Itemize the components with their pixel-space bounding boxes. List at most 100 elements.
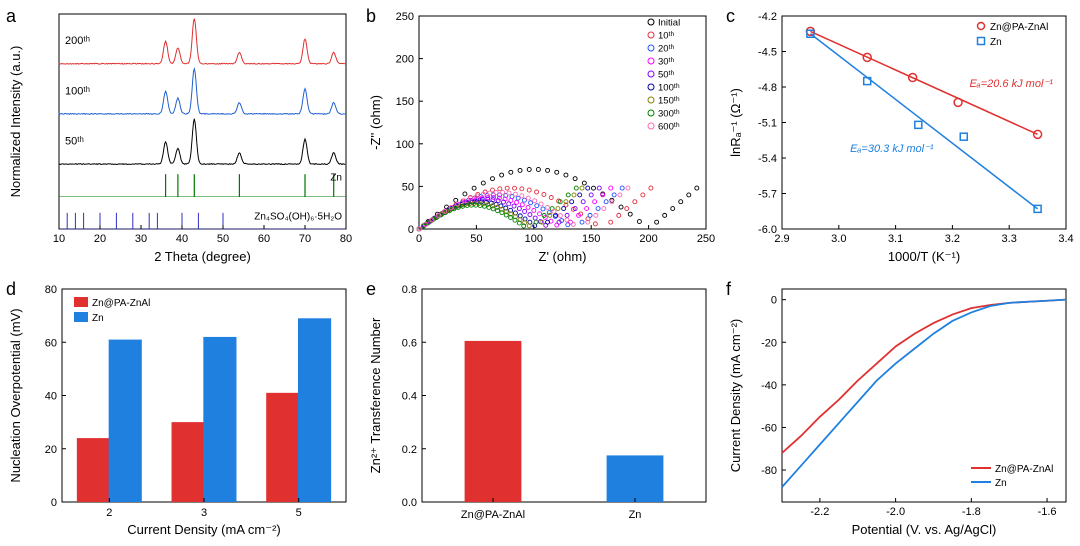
arrhenius-chart: 2.93.03.13.23.33.4-6.0-5.7-5.4-5.1-4.8-4… [724, 4, 1076, 269]
svg-text:30ᵗʰ: 30ᵗʰ [658, 57, 675, 68]
svg-text:250: 250 [697, 233, 715, 245]
svg-text:Zn@PA-ZnAl: Zn@PA-ZnAl [990, 22, 1048, 33]
svg-text:Current Density (mA cm⁻²): Current Density (mA cm⁻²) [127, 522, 281, 537]
svg-text:3.3: 3.3 [1002, 233, 1017, 245]
svg-text:2 Theta (degree): 2 Theta (degree) [154, 249, 251, 264]
bar [298, 318, 331, 502]
svg-text:Zn: Zn [629, 509, 642, 521]
svg-text:300ᵗʰ: 300ᵗʰ [658, 109, 680, 120]
svg-text:2: 2 [106, 507, 112, 519]
svg-text:Zn@PA-ZnAl: Zn@PA-ZnAl [461, 509, 525, 521]
svg-text:150ᵗʰ: 150ᵗʰ [658, 96, 680, 107]
svg-text:-Z'' (ohm): -Z'' (ohm) [368, 95, 383, 150]
bar [172, 422, 205, 502]
panel-label-c: c [726, 6, 735, 27]
svg-text:0.8: 0.8 [402, 284, 417, 296]
overpotential-bar-chart: 020406080235Zn@PA-ZnAlZnCurrent Density … [4, 277, 356, 542]
nyquist-chart: 050100150200250050100150200250Initial10ᵗ… [364, 4, 716, 269]
svg-text:-4.2: -4.2 [758, 11, 777, 23]
svg-text:0.6: 0.6 [402, 337, 417, 349]
svg-text:100ᵗʰ: 100ᵗʰ [658, 83, 680, 94]
svg-text:60: 60 [45, 337, 57, 349]
svg-text:3.4: 3.4 [1058, 233, 1073, 245]
lsv-chart: -2.2-2.0-1.8-1.60-20-40-60-80Zn@PA-ZnAlZ… [724, 277, 1076, 542]
xrd-trace-label: 50ᵗʰ [65, 135, 84, 147]
svg-text:0: 0 [416, 233, 422, 245]
svg-text:-4.8: -4.8 [758, 82, 777, 94]
svg-text:150: 150 [396, 96, 414, 108]
svg-text:-80: -80 [761, 465, 777, 477]
svg-text:0.0: 0.0 [402, 497, 417, 509]
svg-text:Eₐ=20.6 kJ mol⁻¹: Eₐ=20.6 kJ mol⁻¹ [969, 78, 1053, 90]
svg-text:Current Density (mA cm⁻²): Current Density (mA cm⁻²) [728, 319, 743, 473]
svg-text:200: 200 [396, 54, 414, 66]
svg-text:40: 40 [176, 233, 188, 245]
svg-text:-20: -20 [761, 337, 777, 349]
svg-text:Initial: Initial [658, 18, 680, 29]
svg-text:Zn: Zn [92, 313, 104, 324]
svg-text:-5.1: -5.1 [758, 118, 777, 130]
svg-text:0: 0 [771, 295, 777, 307]
bar [77, 438, 110, 502]
svg-text:10: 10 [53, 233, 65, 245]
svg-text:-2.0: -2.0 [886, 506, 905, 518]
svg-text:80: 80 [45, 284, 57, 296]
svg-text:150: 150 [582, 233, 600, 245]
panel-b: b050100150200250050100150200250Initial10… [364, 4, 716, 269]
svg-text:5: 5 [296, 507, 302, 519]
xrd-chart: 200ᵗʰ100ᵗʰ50ᵗʰZnZn₄SO₄(OH)₆·5H₂O10203040… [4, 4, 356, 269]
svg-text:0.2: 0.2 [402, 444, 417, 456]
svg-text:1000/T (K⁻¹): 1000/T (K⁻¹) [888, 249, 960, 264]
panel-label-f: f [726, 279, 731, 300]
panel-a: a200ᵗʰ100ᵗʰ50ᵗʰZnZn₄SO₄(OH)₆·5H₂O1020304… [4, 4, 356, 269]
svg-text:Zn: Zn [995, 478, 1007, 489]
transference-bar-chart: 0.00.20.40.60.8Zn@PA-ZnAlZnZn²⁺ Transfer… [364, 277, 716, 542]
svg-text:50: 50 [402, 181, 414, 193]
svg-text:250: 250 [396, 11, 414, 23]
xrd-trace-label: 200ᵗʰ [65, 35, 90, 47]
svg-text:Normalized Intensity (a.u.): Normalized Intensity (a.u.) [8, 46, 23, 198]
svg-text:Zn₄SO₄(OH)₆·5H₂O: Zn₄SO₄(OH)₆·5H₂O [254, 211, 342, 222]
svg-text:50ᵗʰ: 50ᵗʰ [658, 70, 675, 81]
svg-text:20ᵗʰ: 20ᵗʰ [658, 44, 675, 55]
bar [266, 393, 299, 502]
svg-text:50: 50 [470, 233, 482, 245]
panel-c: c2.93.03.13.23.33.4-6.0-5.7-5.4-5.1-4.8-… [724, 4, 1076, 269]
panel-label-d: d [6, 279, 16, 300]
svg-text:20: 20 [45, 444, 57, 456]
svg-text:-60: -60 [761, 422, 777, 434]
bar [109, 340, 142, 502]
svg-text:Zn: Zn [990, 37, 1002, 48]
panel-label-a: a [6, 6, 16, 27]
lsv-curve [782, 300, 1066, 453]
bar [465, 341, 522, 502]
svg-text:Potential (V. vs. Ag/AgCl): Potential (V. vs. Ag/AgCl) [852, 522, 997, 537]
panel-f: f-2.2-2.0-1.8-1.60-20-40-60-80Zn@PA-ZnAl… [724, 277, 1076, 542]
svg-text:Zn@PA-ZnAl: Zn@PA-ZnAl [92, 298, 150, 309]
svg-text:-6.0: -6.0 [758, 224, 777, 236]
svg-text:40: 40 [45, 391, 57, 403]
panel-e: e0.00.20.40.60.8Zn@PA-ZnAlZnZn²⁺ Transfe… [364, 277, 716, 542]
svg-text:Eₐ=30.3 kJ mol⁻¹: Eₐ=30.3 kJ mol⁻¹ [850, 143, 934, 155]
svg-text:3.0: 3.0 [831, 233, 846, 245]
panel-d: d020406080235Zn@PA-ZnAlZnCurrent Density… [4, 277, 356, 542]
xrd-trace-label: 100ᵗʰ [65, 85, 90, 97]
svg-text:Z' (ohm): Z' (ohm) [539, 249, 587, 264]
svg-text:80: 80 [340, 233, 352, 245]
svg-text:30: 30 [135, 233, 147, 245]
svg-text:3.1: 3.1 [888, 233, 903, 245]
svg-text:600ᵗʰ: 600ᵗʰ [658, 122, 680, 133]
svg-text:10ᵗʰ: 10ᵗʰ [658, 31, 675, 42]
svg-text:50: 50 [217, 233, 229, 245]
svg-text:lnRₐ⁻¹ (Ω⁻¹): lnRₐ⁻¹ (Ω⁻¹) [728, 88, 743, 157]
svg-text:-5.4: -5.4 [758, 153, 777, 165]
panel-label-e: e [366, 279, 376, 300]
svg-text:3.2: 3.2 [945, 233, 960, 245]
panel-label-b: b [366, 6, 376, 27]
bar [607, 455, 664, 502]
svg-text:-2.2: -2.2 [810, 506, 829, 518]
svg-text:-40: -40 [761, 380, 777, 392]
bar [203, 337, 236, 502]
svg-text:70: 70 [299, 233, 311, 245]
svg-text:60: 60 [258, 233, 270, 245]
